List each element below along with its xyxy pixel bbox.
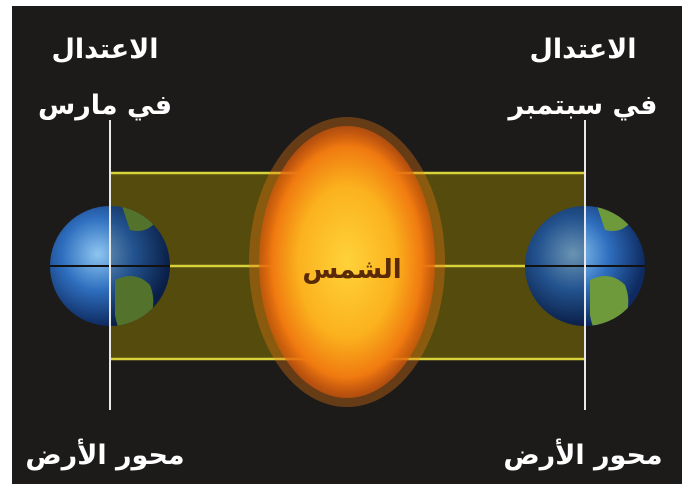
earth-axes	[109, 120, 586, 410]
left-axis-label: محور الأرض	[25, 438, 184, 471]
right-title: الاعتدال	[529, 34, 636, 65]
right-subtitle: في سبتمبر	[507, 90, 658, 121]
sun	[259, 126, 435, 398]
left-subtitle: في مارس	[38, 90, 172, 121]
left-title: الاعتدال	[51, 34, 158, 65]
right-axis-label: محور الأرض	[503, 438, 662, 471]
sun-label: الشمس	[302, 255, 401, 285]
